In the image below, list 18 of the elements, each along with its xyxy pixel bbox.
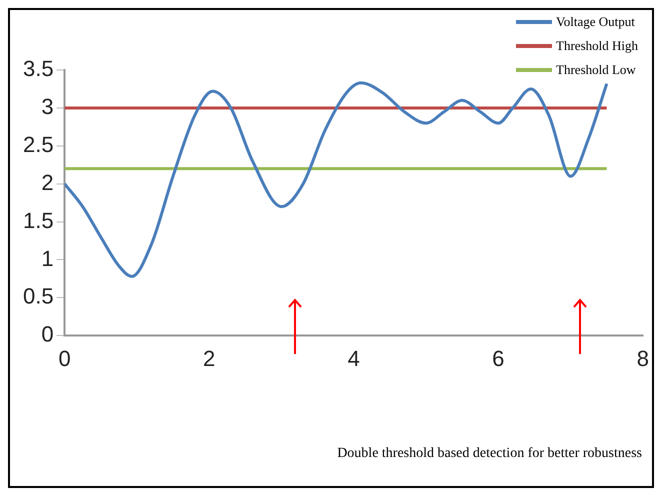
y-tick-label: 3.5 <box>22 56 54 82</box>
x-tick-label: 4 <box>348 346 360 371</box>
x-tick-label: 2 <box>203 346 216 371</box>
y-tick-label: 3 <box>41 94 54 120</box>
y-tick-label: 0.5 <box>22 284 54 309</box>
y-tick-label: 1 <box>41 246 54 271</box>
legend-label: Threshold Low <box>556 62 636 78</box>
y-tick-label: 2 <box>41 170 54 195</box>
x-tick-label: 6 <box>492 346 504 371</box>
y-tick-label: 2.5 <box>22 132 54 157</box>
y-tick-label: 0 <box>41 322 54 347</box>
x-tick-label: 0 <box>58 346 71 371</box>
x-tick-label: 8 <box>636 346 650 371</box>
legend-label: Voltage Output <box>556 14 635 30</box>
legend-label: Threshold High <box>556 38 638 54</box>
text: Double threshold based detection for better robustness <box>337 446 642 462</box>
y-tick-label: 1.5 <box>22 208 54 233</box>
line-series <box>64 81 608 278</box>
